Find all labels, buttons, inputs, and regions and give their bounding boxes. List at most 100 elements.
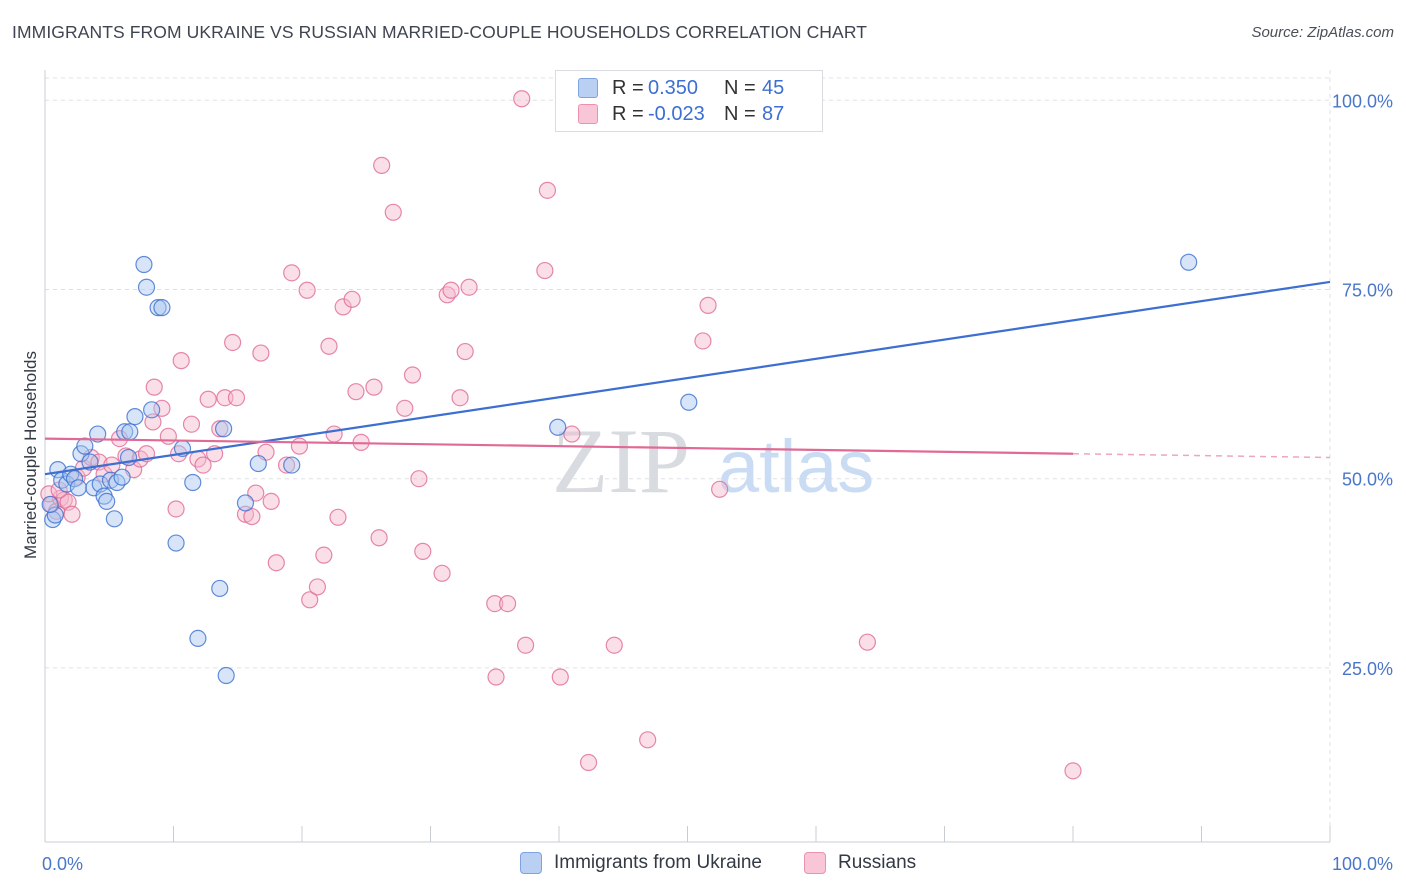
russians-points: [40, 90, 1082, 780]
data-point: [267, 554, 285, 572]
trend-line-russians-dashed: [1072, 452, 1331, 459]
data-point: [370, 529, 388, 547]
legend-swatch-pink: [578, 104, 598, 124]
data-point: [189, 629, 207, 648]
y-tick-label: 75.0%: [1342, 280, 1393, 300]
data-point: [1064, 762, 1082, 780]
data-point: [153, 299, 171, 317]
data-point: [538, 181, 557, 199]
legend-r-value: 0.350: [648, 76, 699, 99]
data-point: [325, 425, 343, 443]
legend-row-russians: R = -0.023 N = 87: [578, 102, 784, 126]
data-point: [211, 579, 229, 598]
correlation-legend: R = 0.350 N = 45 R = -0.023 N = 87: [555, 70, 823, 132]
ukraine-points: [41, 90, 1198, 685]
x-tick-label: 0.0%: [42, 854, 83, 874]
data-point: [217, 666, 235, 685]
watermark-atlas: atlas: [718, 425, 874, 508]
data-point: [105, 510, 123, 528]
data-point: [1180, 253, 1198, 271]
trend-lines: [44, 280, 1331, 476]
data-point: [252, 344, 270, 362]
x-tick-label: 100.0%: [1332, 854, 1393, 874]
watermark-zip: ZIP: [552, 410, 690, 512]
axes: [44, 70, 1331, 843]
bottom-swatch-blue: [520, 852, 542, 874]
data-point: [184, 473, 202, 492]
data-point: [460, 278, 478, 296]
data-point: [113, 468, 131, 486]
data-point: [699, 296, 717, 314]
data-point: [365, 378, 383, 396]
bottom-swatch-pink: [804, 852, 826, 874]
data-point: [320, 337, 338, 355]
data-point: [487, 668, 505, 686]
data-point: [308, 578, 327, 596]
data-point: [384, 203, 402, 221]
zipatlas-watermark: ZIP atlas: [552, 410, 874, 512]
data-point: [63, 505, 81, 523]
data-point: [433, 564, 451, 582]
data-point: [551, 668, 569, 686]
data-point: [639, 731, 657, 749]
data-point: [227, 389, 246, 407]
data-point: [211, 420, 229, 438]
data-point: [343, 290, 361, 308]
legend-n-value: 87: [762, 102, 785, 125]
data-point: [410, 470, 428, 488]
legend-r-label: R =: [612, 76, 644, 99]
data-point: [694, 332, 712, 350]
y-tick-label: 25.0%: [1342, 659, 1393, 679]
chart-title: IMMIGRANTS FROM UKRAINE VS RUSSIAN MARRI…: [12, 22, 868, 42]
y-tick-label: 100.0%: [1332, 91, 1393, 111]
data-point: [680, 393, 698, 411]
data-point: [277, 456, 296, 474]
legend-r-value: -0.023: [648, 102, 705, 125]
data-point: [262, 492, 280, 511]
data-point: [283, 264, 301, 282]
data-point: [499, 594, 517, 613]
data-point: [172, 352, 190, 370]
data-point: [69, 479, 88, 497]
legend-swatch-blue: [578, 78, 598, 98]
data-point: [89, 425, 107, 443]
legend-r-label: R =: [612, 102, 644, 125]
data-point: [121, 423, 139, 441]
data-point: [215, 420, 233, 438]
data-point: [167, 534, 185, 552]
data-point: [76, 437, 94, 455]
data-point: [414, 542, 432, 560]
data-point: [159, 427, 177, 445]
data-point: [858, 633, 877, 651]
data-point: [549, 418, 567, 436]
data-point: [249, 454, 267, 473]
data-point: [98, 492, 116, 511]
bottom-legend-ukraine-label: Immigrants from Ukraine: [554, 852, 762, 873]
data-point: [329, 508, 347, 526]
data-point: [167, 500, 185, 518]
bottom-legend-ukraine: Immigrants from Ukraine: [520, 852, 762, 874]
data-point: [283, 456, 301, 474]
data-point: [199, 390, 217, 408]
data-point: [347, 383, 365, 401]
legend-n-label: N =: [724, 76, 756, 99]
tick-labels: 25.0% 50.0% 75.0% 100.0% 0.0% 100.0%: [42, 91, 1393, 874]
data-point: [516, 636, 535, 654]
data-point: [442, 281, 460, 299]
data-point: [373, 156, 391, 174]
y-tick-label: 50.0%: [1342, 470, 1393, 490]
data-point: [298, 281, 316, 299]
data-point: [143, 401, 161, 419]
source-label: Source: ZipAtlas.com: [1251, 24, 1394, 41]
data-point: [711, 480, 729, 498]
bottom-legend-russians-label: Russians: [838, 852, 917, 873]
data-point: [290, 437, 309, 455]
data-point: [108, 473, 126, 492]
data-point: [236, 494, 255, 512]
data-point: [41, 495, 59, 514]
data-point: [451, 389, 469, 407]
data-point: [137, 278, 156, 296]
legend-n-label: N =: [724, 102, 756, 125]
y-axis-label: Married-couple Households: [21, 351, 40, 559]
